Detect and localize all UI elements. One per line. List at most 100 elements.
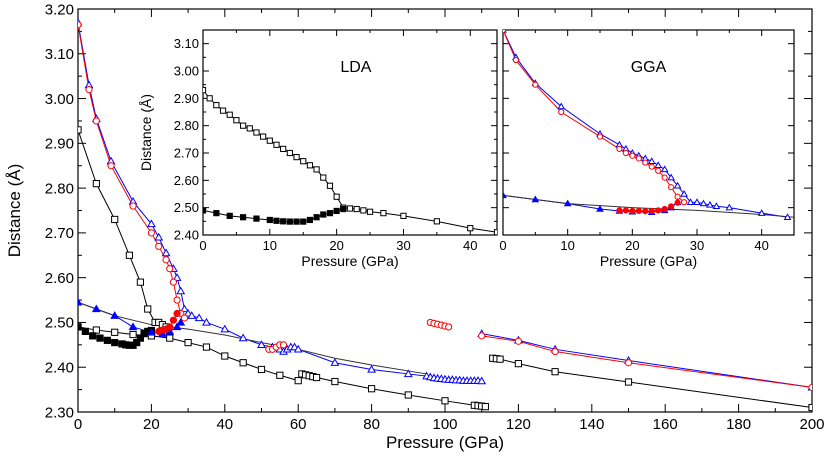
x-tick-label: 40	[754, 238, 768, 253]
data-point-marker	[642, 159, 649, 166]
data-point-marker	[558, 108, 565, 116]
data-point-marker	[648, 207, 655, 215]
data-point-marker	[596, 205, 604, 212]
x-tick-label: 30	[396, 238, 410, 253]
data-point-marker	[660, 165, 669, 173]
data-point-marker	[219, 107, 227, 114]
data-point-marker	[147, 229, 155, 237]
data-point-marker	[668, 203, 675, 210]
x-tick-label: 0	[74, 416, 82, 433]
data-point-marker	[326, 210, 334, 217]
data-point-marker	[253, 129, 260, 136]
data-point-marker	[213, 210, 220, 217]
data-point-marker	[92, 117, 100, 125]
data-point-marker	[467, 225, 474, 232]
y-tick-label: 2.80	[174, 118, 199, 133]
data-point-marker	[596, 133, 604, 140]
data-point-marker	[226, 111, 233, 118]
data-point-marker	[330, 358, 340, 366]
data-point-marker	[166, 323, 174, 331]
data-point-marker	[89, 332, 97, 340]
data-point-marker	[111, 215, 119, 224]
data-point-marker	[380, 210, 387, 217]
data-point-marker	[173, 309, 181, 318]
data-point-marker	[313, 166, 320, 173]
data-point-marker	[172, 273, 182, 281]
data-point-marker	[293, 218, 300, 225]
data-point-marker	[667, 173, 675, 181]
data-point-marker	[340, 205, 347, 213]
data-point-marker	[642, 208, 649, 215]
x-tick-label: 100	[432, 416, 457, 433]
data-point-marker	[203, 87, 207, 94]
y-tick-label: 2.40	[174, 228, 199, 243]
data-point-marker	[680, 190, 688, 197]
series-layer	[203, 87, 497, 235]
data-point-marker	[78, 323, 82, 331]
data-point-marker	[286, 218, 293, 225]
data-point-marker	[699, 199, 708, 207]
data-point-marker	[136, 278, 144, 286]
data-point-marker	[712, 202, 721, 210]
data-point-marker	[257, 340, 266, 349]
data-point-marker	[279, 341, 288, 349]
data-point-marker	[154, 232, 164, 241]
x-tick-label: 40	[463, 238, 477, 253]
data-point-marker	[273, 141, 280, 148]
x-tick-label: 20	[625, 238, 639, 253]
data-point-marker	[221, 352, 229, 360]
data-point-marker	[238, 333, 248, 342]
data-point-marker	[320, 211, 327, 218]
x-tick-label: 20	[329, 238, 343, 253]
data-point-marker	[514, 360, 522, 368]
data-point-marker	[203, 207, 207, 214]
x-tick-label: 0	[499, 238, 506, 253]
y-tick-label: 2.30	[45, 404, 74, 421]
data-point-marker	[668, 184, 675, 191]
data-point-marker	[266, 137, 273, 144]
data-point-marker	[128, 322, 138, 331]
data-point-marker	[629, 207, 636, 215]
y-tick-label: 2.70	[174, 146, 199, 161]
data-point-marker	[194, 313, 204, 322]
data-point-marker	[273, 217, 280, 224]
series-layer	[503, 30, 794, 220]
x-tick-label: 200	[799, 416, 824, 433]
x-tick-label: 10	[263, 238, 277, 253]
data-point-marker	[629, 152, 636, 159]
data-point-marker	[648, 163, 655, 170]
y-tick-label: 2.60	[174, 173, 199, 188]
data-point-marker	[326, 182, 334, 189]
data-point-marker	[78, 21, 82, 29]
data-point-marker	[655, 167, 662, 174]
data-point-marker	[253, 215, 260, 222]
data-point-marker	[433, 218, 440, 225]
data-point-marker	[166, 334, 174, 342]
data-point-marker	[808, 403, 812, 412]
y-tick-label: 3.20	[45, 1, 74, 18]
inset-title: GGA	[631, 59, 667, 76]
x-tick-label: 0	[199, 238, 206, 253]
data-point-marker	[103, 336, 111, 344]
data-point-marker	[532, 81, 539, 88]
data-point-marker	[624, 359, 633, 367]
series-line	[503, 30, 685, 203]
data-point-marker	[276, 371, 284, 379]
data-point-marker	[496, 355, 504, 363]
data-point-marker	[300, 218, 307, 225]
series-layer	[78, 17, 812, 412]
data-point-marker	[91, 304, 101, 313]
data-point-marker	[146, 219, 156, 228]
data-point-marker	[180, 314, 189, 322]
data-point-marker	[129, 202, 137, 210]
x-tick-label: 20	[143, 416, 160, 433]
y-tick-label: 2.50	[174, 200, 199, 215]
data-point-marker	[493, 229, 497, 235]
data-point-marker	[129, 330, 137, 339]
data-point-marker	[563, 199, 572, 207]
data-point-marker	[111, 338, 119, 347]
x-axis-label: Pressure (GPa)	[386, 433, 504, 452]
data-point-marker	[176, 317, 186, 326]
data-point-marker	[783, 213, 792, 220]
